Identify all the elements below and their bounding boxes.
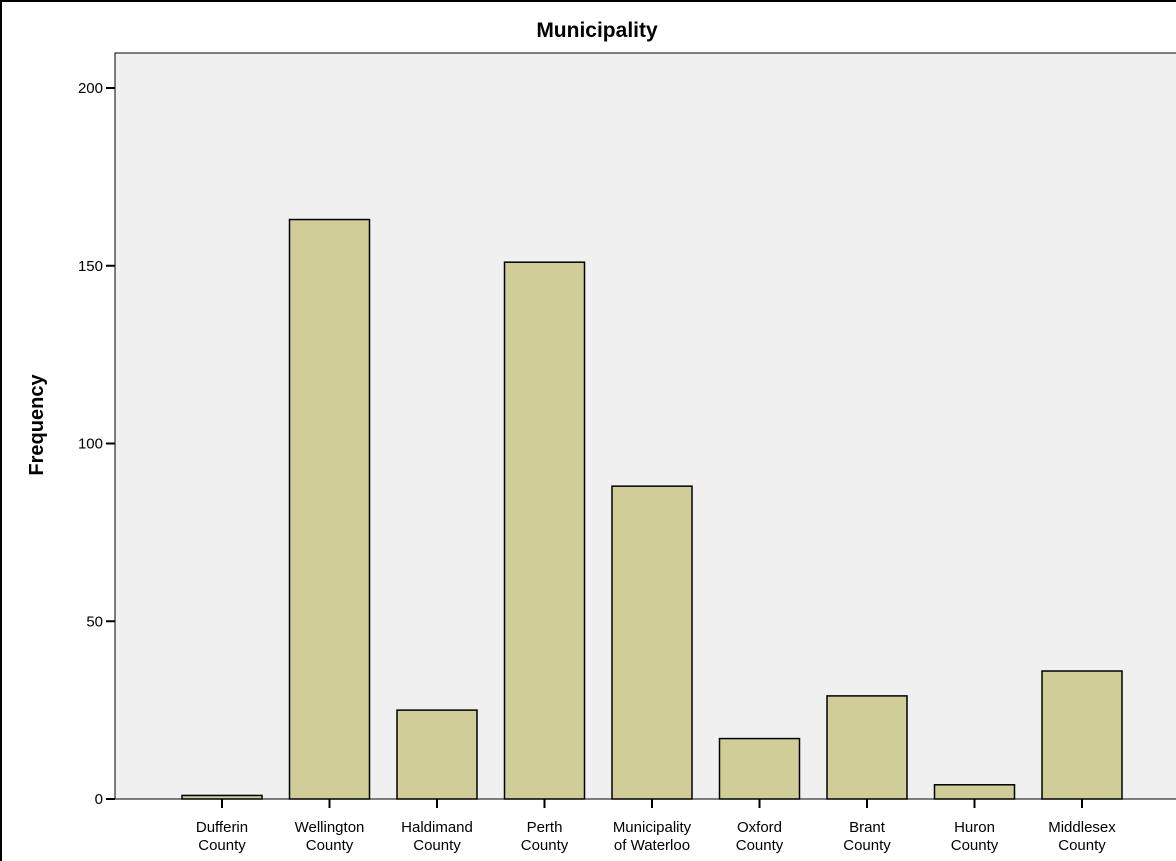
x-tick-label: Haldimand: [401, 819, 473, 836]
bar: [611, 485, 693, 800]
x-tick-label: County: [843, 837, 891, 854]
x-tick-label: Huron: [954, 819, 995, 836]
x-tick-label: Wellington: [295, 819, 365, 836]
chart-title: Municipality: [536, 19, 658, 42]
x-tick-label: County: [736, 837, 784, 854]
x-tick-label: County: [951, 837, 999, 854]
bar: [288, 218, 371, 800]
x-tick-label: County: [198, 837, 246, 854]
x-tick-label: Oxford: [737, 819, 782, 836]
y-tick-label: 50: [86, 613, 103, 630]
x-tick-label: Dufferin: [196, 819, 248, 836]
x-tick-label: of Waterloo: [614, 837, 690, 854]
bar: [826, 695, 908, 800]
y-tick-label: 200: [78, 80, 103, 97]
x-tick-label: County: [1058, 837, 1106, 854]
x-tick-label: County: [306, 837, 354, 854]
bar: [1041, 670, 1123, 800]
x-axis: DufferinCountyWellingtonCountyHaldimandC…: [196, 799, 1116, 854]
x-tick-label: Municipality: [613, 819, 692, 836]
y-tick-label: 100: [78, 436, 103, 453]
bar: [503, 261, 586, 800]
x-tick-label: County: [521, 837, 569, 854]
y-axis: 0 50 100 150 200: [78, 80, 115, 808]
bar: [718, 737, 801, 800]
x-tick-label: Perth: [527, 819, 563, 836]
bars-group: [181, 218, 1123, 800]
x-tick-label: County: [413, 837, 461, 854]
bar: [181, 794, 263, 800]
x-tick-label: Brant: [849, 819, 886, 836]
y-tick-label: 150: [78, 258, 103, 275]
y-tick-label: 0: [95, 791, 103, 808]
bar: [933, 784, 1016, 800]
bar: [396, 709, 478, 800]
y-axis-label: Frequency: [26, 374, 48, 476]
x-tick-label: Middlesex: [1048, 819, 1116, 836]
